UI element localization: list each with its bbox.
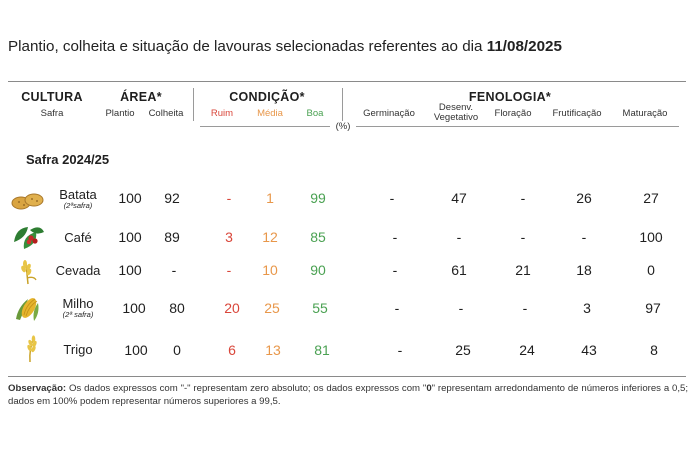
header-floracao: Floração — [494, 108, 532, 119]
header-condicao: CONDIÇÃO* — [229, 90, 305, 104]
value-ruim: - — [226, 190, 232, 206]
table-row: Cevada 100 - - 10 90 - 61 21 18 0 — [0, 254, 700, 288]
value-media: 12 — [262, 229, 278, 245]
value-ruim: - — [226, 262, 232, 278]
value-frutificacao: - — [581, 229, 587, 245]
page-title: Plantio, colheita e situação de lavouras… — [8, 38, 562, 55]
wheat-icon — [27, 335, 37, 363]
value-maturacao: 100 — [639, 229, 663, 245]
header-safra: Safra — [40, 108, 64, 119]
value-media: 10 — [262, 262, 278, 278]
header-cultura: CULTURA — [21, 90, 83, 104]
crop-name: Trigo — [63, 342, 93, 357]
value-ruim: 3 — [225, 229, 233, 245]
header-divider — [342, 88, 343, 121]
coffee-icon — [14, 227, 44, 249]
value-maturacao: 8 — [650, 342, 658, 358]
header-ruim: Ruim — [210, 108, 234, 119]
bottom-divider — [8, 376, 686, 377]
report-date: 11/08/2025 — [486, 38, 562, 55]
header-boa: Boa — [306, 108, 324, 119]
value-desenv: - — [458, 300, 464, 316]
value-plantio: 100 — [118, 229, 142, 245]
value-colheita: 80 — [169, 300, 185, 316]
value-floracao: 24 — [519, 342, 535, 358]
unit-line-left — [200, 126, 330, 127]
value-desenv: 61 — [451, 262, 467, 278]
table-row: Milho (2ª safra) 100 80 20 25 55 - - - 3 … — [0, 292, 700, 326]
header-frutificacao: Frutificação — [552, 108, 602, 119]
value-desenv: 47 — [451, 190, 467, 206]
value-frutificacao: 3 — [583, 300, 591, 316]
unit-line-right — [356, 126, 679, 127]
value-plantio: 100 — [118, 262, 142, 278]
value-ruim: 20 — [224, 300, 240, 316]
table-row: Trigo 100 0 6 13 81 - 25 24 43 8 — [0, 333, 700, 367]
value-plantio: 100 — [118, 190, 142, 206]
value-frutificacao: 18 — [576, 262, 592, 278]
header-maturacao: Maturação — [622, 108, 668, 119]
value-germinacao: - — [392, 229, 398, 245]
value-maturacao: 0 — [647, 262, 655, 278]
value-media: 1 — [266, 190, 274, 206]
header-fenologia: FENOLOGIA* — [468, 90, 552, 104]
crop-name: Milho (2ª safra) — [62, 296, 94, 319]
value-maturacao: 27 — [643, 190, 659, 206]
top-divider — [8, 81, 686, 82]
value-desenv: 25 — [455, 342, 471, 358]
header-divider — [193, 88, 194, 121]
value-floracao: - — [520, 229, 526, 245]
value-germinacao: - — [389, 190, 395, 206]
crop-name: Batata (2ªsafra) — [59, 187, 97, 210]
table-row: Café 100 89 3 12 85 - - - - 100 — [0, 221, 700, 255]
value-boa: 90 — [310, 262, 326, 278]
value-media: 13 — [265, 342, 281, 358]
value-desenv: - — [456, 229, 462, 245]
footnote: Observação: Os dados expressos com "-" r… — [8, 383, 689, 407]
value-boa: 85 — [310, 229, 326, 245]
header-germinacao: Germinação — [363, 108, 415, 119]
value-plantio: 100 — [124, 342, 148, 358]
value-colheita: 92 — [164, 190, 180, 206]
value-media: 25 — [264, 300, 280, 316]
value-maturacao: 97 — [645, 300, 661, 316]
header-colheita: Colheita — [148, 108, 184, 119]
value-floracao: - — [520, 190, 526, 206]
barley-icon — [21, 260, 37, 285]
potato-icon — [11, 193, 44, 210]
unit-label: (%) — [335, 121, 351, 132]
crop-name: Cevada — [55, 263, 101, 278]
value-plantio: 100 — [122, 300, 146, 316]
value-floracao: 21 — [515, 262, 531, 278]
header-plantio: Plantio — [105, 108, 135, 119]
value-colheita: - — [171, 262, 177, 278]
value-ruim: 6 — [228, 342, 236, 358]
section-title: Safra 2024/25 — [26, 152, 110, 167]
value-germinacao: - — [394, 300, 400, 316]
value-colheita: 0 — [173, 342, 181, 358]
crop-name: Café — [64, 230, 92, 245]
value-frutificacao: 26 — [576, 190, 592, 206]
table-row: Batata (2ªsafra) 100 92 - 1 99 - 47 - 26 … — [0, 183, 700, 217]
value-floracao: - — [522, 300, 528, 316]
value-germinacao: - — [397, 342, 403, 358]
corn-icon — [16, 298, 39, 321]
value-colheita: 89 — [164, 229, 180, 245]
header-area: ÁREA* — [120, 90, 162, 104]
value-boa: 55 — [312, 300, 328, 316]
value-boa: 81 — [314, 342, 330, 358]
header-desenv-vegetativo: Desenv. Vegetativo — [433, 102, 479, 123]
value-boa: 99 — [310, 190, 326, 206]
value-germinacao: - — [392, 262, 398, 278]
header-media: Média — [257, 108, 283, 119]
value-frutificacao: 43 — [581, 342, 597, 358]
